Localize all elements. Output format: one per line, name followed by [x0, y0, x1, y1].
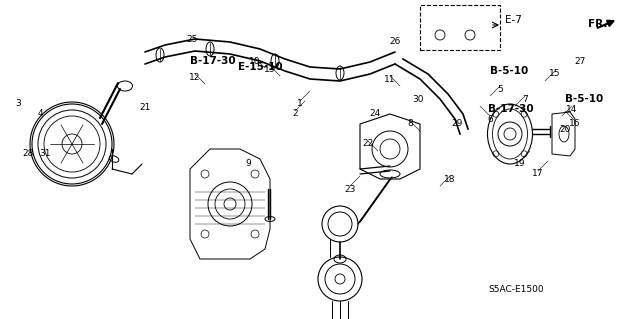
Text: 11: 11 — [384, 75, 396, 84]
Text: 9: 9 — [245, 160, 251, 168]
Text: B-5-10: B-5-10 — [565, 94, 604, 104]
Text: 16: 16 — [569, 120, 580, 129]
Text: 3: 3 — [15, 100, 21, 108]
Text: B-17-30: B-17-30 — [190, 56, 236, 66]
Text: 18: 18 — [444, 174, 456, 183]
Text: 7: 7 — [522, 94, 528, 103]
Text: 14: 14 — [566, 105, 578, 114]
Text: 15: 15 — [549, 70, 561, 78]
Text: 24: 24 — [369, 109, 381, 118]
Text: 1: 1 — [297, 100, 303, 108]
Text: S5AC-E1500: S5AC-E1500 — [488, 285, 543, 293]
Text: 8: 8 — [407, 120, 413, 129]
Text: 30: 30 — [412, 94, 424, 103]
Text: 5: 5 — [497, 85, 503, 93]
Text: 17: 17 — [532, 169, 544, 179]
Text: 29: 29 — [451, 120, 463, 129]
Text: 21: 21 — [140, 102, 150, 112]
Text: 10: 10 — [249, 56, 260, 65]
Text: 19: 19 — [515, 160, 525, 168]
Text: 12: 12 — [189, 72, 201, 81]
Text: 4: 4 — [37, 109, 43, 118]
Text: E-7: E-7 — [505, 15, 522, 25]
Text: 25: 25 — [186, 34, 198, 43]
Text: 13: 13 — [264, 64, 276, 73]
Bar — [420, 5, 500, 50]
Text: E-15-10: E-15-10 — [238, 62, 283, 72]
Text: 28: 28 — [22, 150, 34, 159]
Text: FR.: FR. — [588, 19, 607, 29]
Text: 2: 2 — [292, 109, 298, 118]
Text: 20: 20 — [559, 124, 571, 133]
Text: 27: 27 — [574, 56, 586, 65]
Text: 22: 22 — [362, 139, 374, 149]
Text: 6: 6 — [487, 115, 493, 123]
Text: 23: 23 — [344, 184, 356, 194]
Text: 31: 31 — [39, 150, 51, 159]
Text: B-17-30: B-17-30 — [488, 104, 534, 114]
Text: B-5-10: B-5-10 — [490, 66, 528, 76]
Text: 26: 26 — [389, 36, 401, 46]
